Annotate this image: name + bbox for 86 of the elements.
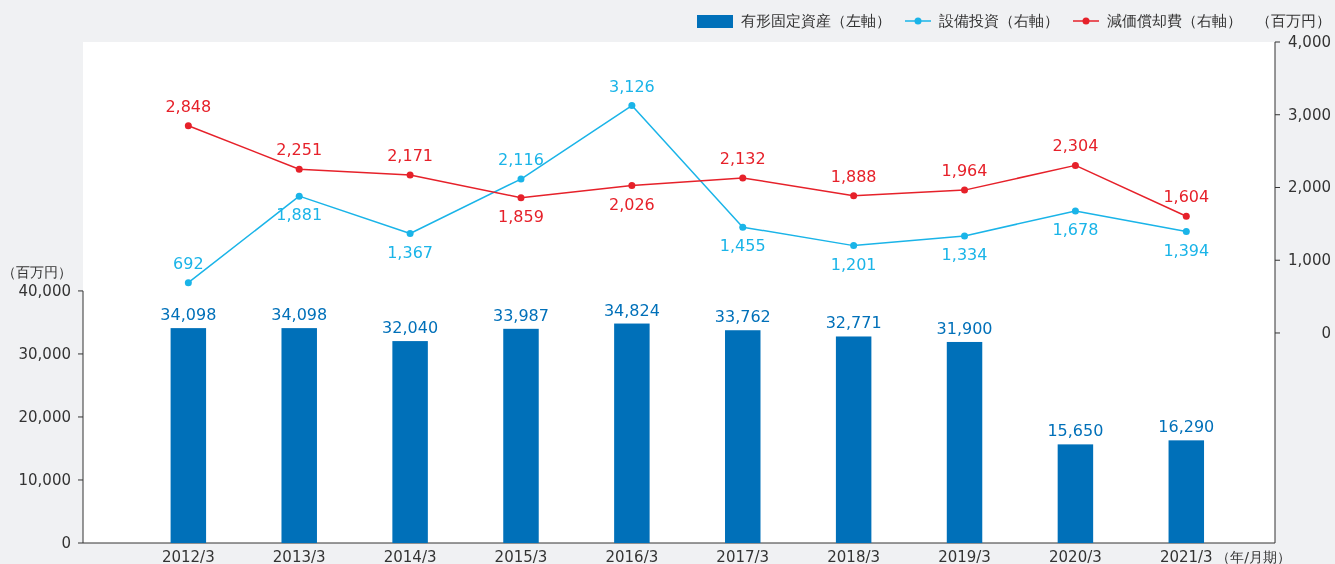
bar: [946, 341, 983, 543]
data-label: 1,367: [387, 242, 434, 262]
point: [517, 175, 525, 183]
point: [628, 182, 636, 190]
x-tick-label: 2013/3: [272, 548, 326, 564]
point: [184, 122, 192, 130]
y-tick-label: 30,000: [18, 344, 71, 363]
y2-axis-title: （百万円）: [1256, 12, 1331, 30]
data-label: 34,824: [603, 300, 660, 320]
x-tick-label: 2012/3: [161, 548, 215, 564]
data-label: 1,888: [830, 166, 877, 186]
data-label: 2,848: [165, 96, 212, 116]
data-label: 1,964: [941, 161, 988, 181]
point: [961, 232, 969, 240]
y2-tick-label: 0: [1321, 323, 1331, 342]
point: [1071, 207, 1079, 215]
bar: [170, 328, 207, 543]
y-tick-label: 20,000: [18, 407, 71, 426]
y2-tick-label: 3,000: [1288, 105, 1331, 124]
y2-tick-label: 2,000: [1288, 178, 1331, 197]
data-label: 1,455: [719, 236, 766, 256]
point: [295, 165, 303, 173]
data-label: 1,394: [1163, 240, 1210, 260]
data-label: 33,987: [493, 305, 549, 325]
bar: [725, 330, 761, 543]
bar: [835, 336, 872, 543]
data-label: 34,098: [271, 305, 328, 325]
data-label: 1,859: [498, 206, 544, 226]
x-tick-label: 2020/3: [1049, 548, 1102, 564]
data-label: 1,881: [276, 205, 323, 225]
point: [739, 223, 747, 231]
point: [406, 230, 414, 238]
data-label: 2,304: [1052, 136, 1099, 156]
bar: [281, 328, 317, 543]
point: [628, 102, 636, 110]
bar: [1168, 440, 1205, 543]
x-tick-label: 2021/3: [1159, 548, 1213, 564]
data-label: 33,762: [714, 307, 771, 327]
data-label: 16,290: [1158, 417, 1215, 437]
data-label: 692: [173, 253, 204, 273]
data-label: 32,040: [382, 318, 439, 338]
x-tick-label: 2018/3: [827, 548, 881, 564]
x-tick-label: 2015/3: [494, 548, 548, 564]
data-label: 2,116: [498, 150, 544, 170]
data-label: 3,126: [608, 76, 655, 96]
bar: [392, 341, 428, 543]
y-axis-title: （百万円）: [2, 263, 72, 280]
data-label: 2,171: [387, 146, 434, 166]
data-label: 1,201: [830, 254, 877, 274]
data-label: 1,604: [1163, 187, 1210, 207]
point: [850, 192, 858, 200]
point: [1182, 212, 1190, 220]
x-tick-label: 2016/3: [605, 548, 659, 564]
y2-tick-label: 1,000: [1288, 251, 1331, 270]
point: [406, 171, 414, 179]
point: [295, 192, 303, 200]
point: [850, 242, 858, 250]
y-tick-label: 0: [61, 534, 71, 552]
y2-tick-label: 4,000: [1288, 33, 1331, 51]
point: [739, 174, 747, 182]
bar: [614, 323, 650, 543]
point: [184, 279, 192, 287]
data-label: 15,650: [1047, 421, 1104, 441]
data-label: 31,900: [936, 318, 993, 338]
y-tick-label: 40,000: [18, 281, 71, 300]
legend-label: 有形固定資産（左軸）: [741, 12, 891, 30]
data-label: 2,132: [719, 148, 766, 168]
data-label: 34,098: [160, 305, 217, 325]
bar: [503, 328, 539, 543]
x-tick-label: 2017/3: [716, 548, 770, 564]
x-axis-title: （年/月期）: [1216, 549, 1292, 564]
point: [517, 194, 525, 202]
point: [961, 186, 969, 194]
point: [1071, 161, 1079, 169]
y-tick-label: 10,000: [18, 470, 71, 489]
data-label: 2,026: [608, 194, 655, 214]
legend-label: 設備投資（右軸）: [939, 12, 1059, 30]
x-tick-label: 2019/3: [938, 548, 991, 564]
data-label: 32,771: [825, 313, 882, 333]
data-label: 2,251: [276, 140, 323, 160]
x-tick-label: 2014/3: [383, 548, 437, 564]
data-label: 1,334: [941, 244, 988, 264]
point: [1182, 228, 1190, 236]
bar: [1057, 444, 1094, 543]
legend-label: 減価償却費（右軸）: [1107, 12, 1242, 30]
data-label: 1,678: [1052, 219, 1099, 239]
